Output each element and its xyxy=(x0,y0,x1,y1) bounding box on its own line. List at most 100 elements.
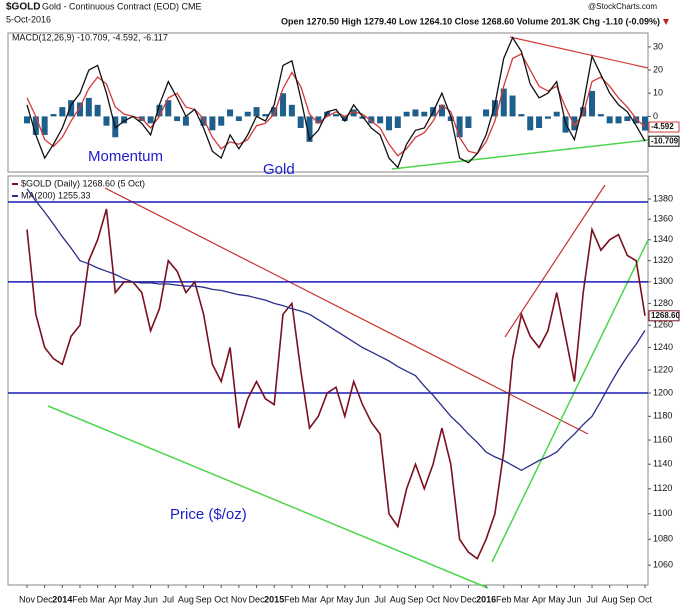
y-tick-label: 1060 xyxy=(653,560,673,570)
x-tick-label: Apr xyxy=(532,594,546,604)
histogram-bar xyxy=(315,116,322,124)
x-tick-label: Dec xyxy=(460,594,477,604)
end-label: 1268.60 xyxy=(651,311,680,320)
annotation: Price ($/oz) xyxy=(170,506,247,523)
symbol: $GOLD xyxy=(6,2,40,13)
histogram-bar xyxy=(359,116,366,119)
x-tick-label: Aug xyxy=(390,594,406,604)
histogram-bar xyxy=(244,111,251,117)
y-tick-label: 1120 xyxy=(653,483,672,493)
histogram-bar xyxy=(385,116,392,131)
down-arrow xyxy=(663,19,669,25)
series-line xyxy=(26,188,646,472)
histogram-bar xyxy=(456,116,463,138)
histogram-bar xyxy=(200,116,207,126)
end-label-box xyxy=(648,135,680,147)
histogram-bar xyxy=(218,116,225,126)
x-tick-label: Mar xyxy=(514,594,530,604)
histogram-bar xyxy=(553,111,560,117)
histogram-bar xyxy=(368,116,375,124)
x-tick-label: Jun xyxy=(567,594,582,604)
histogram-bar xyxy=(536,116,543,128)
histogram-bar xyxy=(527,116,534,131)
legend-label: $GOLD (Daily) 1268.60 (5 Oct) xyxy=(21,178,145,188)
histogram-bar xyxy=(500,88,507,117)
histogram-bar xyxy=(262,114,269,117)
histogram-bar xyxy=(280,93,287,117)
histogram-bar xyxy=(633,116,640,124)
y-tick-label: 1300 xyxy=(653,276,673,286)
y-tick-label: 1180 xyxy=(653,411,672,421)
y-tick-label: 10 xyxy=(653,88,663,98)
histogram-bar xyxy=(85,97,92,117)
histogram-bar xyxy=(544,116,551,119)
histogram-bar xyxy=(24,116,30,124)
x-tick-label: May xyxy=(124,594,142,604)
macd-frame xyxy=(7,32,649,173)
x-tick-label: Oct xyxy=(214,594,229,604)
histogram-bar xyxy=(227,109,234,117)
x-tick-label: Dec xyxy=(37,594,54,604)
x-tick-label: Feb xyxy=(496,594,512,604)
x-tick-label: Jul xyxy=(586,594,598,604)
x-tick-label: Aug xyxy=(602,594,618,604)
end-label-box xyxy=(648,310,680,322)
histogram-bar xyxy=(324,111,331,117)
x-tick-label: Oct xyxy=(638,594,653,604)
trendline xyxy=(491,239,649,563)
x-tick-label: Oct xyxy=(426,594,441,604)
histogram-bar xyxy=(615,116,622,124)
histogram-bar xyxy=(642,116,648,131)
histogram-bar xyxy=(341,116,348,122)
annotation: Gold xyxy=(263,161,295,178)
histogram-bar xyxy=(288,104,295,117)
histogram-bar xyxy=(571,116,578,131)
y-tick-label: 1140 xyxy=(653,459,672,469)
histogram-bar xyxy=(156,104,163,117)
x-tick-label: Jun xyxy=(355,594,370,604)
histogram-bar xyxy=(59,107,66,117)
histogram-bar xyxy=(271,107,278,117)
histogram-bar xyxy=(103,116,110,126)
quote: Open 1270.50 High 1279.40 Low 1264.10 Cl… xyxy=(281,16,660,26)
annotation: Momentum xyxy=(88,148,163,165)
x-tick-label: Jun xyxy=(143,594,158,604)
histogram-bar xyxy=(589,90,596,117)
histogram-bar xyxy=(465,116,472,128)
histogram-bar xyxy=(518,114,525,117)
x-tick-label: Sep xyxy=(619,594,635,604)
price-frame xyxy=(7,175,649,586)
x-tick-label: Mar xyxy=(302,594,318,604)
trendline xyxy=(504,184,606,338)
histogram-bar xyxy=(32,116,39,135)
source: @StockCharts.com xyxy=(588,2,657,11)
end-label-box xyxy=(648,121,680,133)
series-line xyxy=(26,208,646,560)
legend-label: MA(200) 1255.33 xyxy=(21,190,91,200)
y-tick-label: 1360 xyxy=(653,214,673,224)
histogram-bar xyxy=(491,100,498,117)
x-tick-label: Sep xyxy=(196,594,212,604)
histogram-bar xyxy=(235,116,242,122)
y-tick-label: 1080 xyxy=(653,534,673,544)
x-tick-label: Apr xyxy=(320,594,334,604)
histogram-bar xyxy=(50,114,57,117)
y-tick-label: 1160 xyxy=(653,434,672,444)
y-tick-label: 1100 xyxy=(653,508,672,518)
trendline xyxy=(509,36,649,69)
histogram-bar xyxy=(253,107,260,117)
histogram-bar xyxy=(182,116,189,126)
histogram-bar xyxy=(147,116,154,124)
y-tick-label: 1200 xyxy=(653,387,673,397)
x-tick-label: Feb xyxy=(72,594,88,604)
histogram-bar xyxy=(306,116,313,142)
x-tick-label: Aug xyxy=(178,594,194,604)
histogram-bar xyxy=(297,116,304,128)
trendline xyxy=(391,139,649,170)
end-label: -10.709 xyxy=(651,136,679,145)
indicator-label: MACD(12,26,9) -10.709, -4.592, -6.117 xyxy=(12,32,168,42)
x-tick-label: Jul xyxy=(374,594,386,604)
x-tick-label: 2016 xyxy=(476,594,496,604)
histogram-bar xyxy=(412,109,419,117)
